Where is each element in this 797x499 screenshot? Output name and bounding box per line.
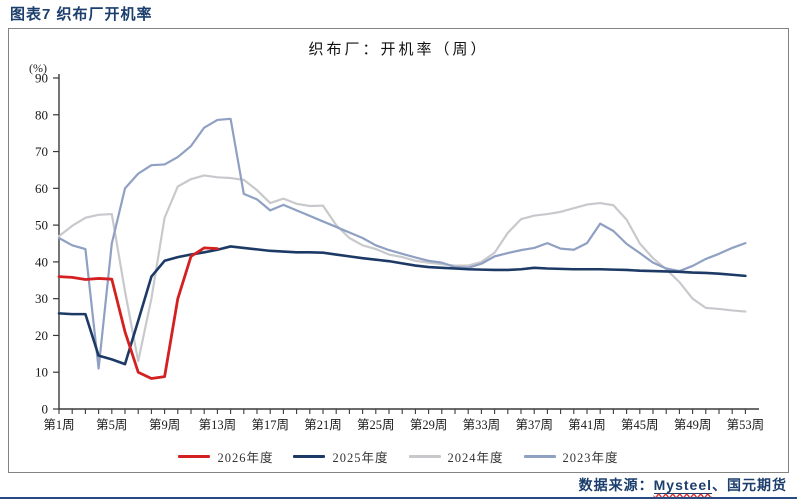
source-suffix: 、国元期货 [712, 477, 787, 493]
x-tick-label: 第37周 [515, 418, 553, 432]
y-tick-label: 0 [42, 402, 49, 417]
x-tick-label: 第49周 [674, 418, 712, 432]
legend-swatch [408, 455, 441, 458]
x-tick-label: 第45周 [621, 418, 659, 432]
source-vendor-link[interactable]: Mysteel [653, 477, 712, 494]
x-tick-label: 第5周 [96, 418, 127, 432]
legend-swatch [178, 455, 211, 458]
legend-label: 2024年度 [447, 451, 504, 465]
x-tick-label: 第25周 [357, 418, 395, 432]
y-tick-label: 80 [35, 107, 48, 122]
y-tick-label: 20 [35, 328, 48, 343]
y-tick-label: 60 [35, 181, 48, 196]
legend-label: 2025年度 [332, 451, 389, 465]
footer-divider [0, 497, 797, 499]
y-tick-label: 50 [35, 218, 48, 233]
x-tick-label: 第13周 [199, 418, 237, 432]
y-tick-label: 10 [35, 365, 48, 380]
chart-title: 织布厂：开机率（周） [308, 42, 489, 58]
series-line-2024年度 [57, 174, 747, 363]
legend-swatch [523, 455, 556, 458]
data-source: 数据来源：Mysteel、国元期货 [579, 475, 787, 495]
legend-label: 2023年度 [562, 451, 619, 465]
chart-legend: 2026年度 2025年度 2024年度 2023年度 [9, 447, 788, 466]
source-prefix: 数据来源： [578, 477, 654, 493]
x-tick-label: 第1周 [43, 418, 74, 432]
legend-label: 2026年度 [217, 451, 274, 465]
y-tick-label: 70 [35, 144, 48, 159]
y-tick-label: 30 [35, 291, 48, 306]
figure-caption: 图表7 织布厂开机率 [10, 6, 153, 23]
series-line-2026年度 [57, 246, 219, 380]
x-tick-label: 第33周 [463, 418, 501, 432]
y-axis-unit-label: (%) [29, 61, 47, 75]
y-tick-label: 40 [35, 254, 48, 269]
legend-item-2023年度: 2023年度 [523, 447, 619, 466]
x-tick-label: 第17周 [251, 418, 289, 432]
x-tick-label: 第9周 [149, 418, 180, 432]
chart-panel: 织布厂：开机率（周） (%) 0 10 20 30 40 50 60 70 80 90 第1周 第5周… [8, 28, 789, 473]
legend-item-2025年度: 2025年度 [293, 447, 388, 466]
line-chart: 0 10 20 30 40 50 60 70 80 90 第1周 第5周 第9周 第13周 第17周 第21周… [35, 71, 765, 433]
x-tick-label: 第21周 [304, 418, 342, 432]
series-line-2025年度 [57, 245, 747, 366]
legend-swatch [293, 455, 326, 458]
x-tick-label: 第29周 [410, 418, 448, 432]
legend-item-2026年度: 2026年度 [178, 447, 273, 466]
series-line-2023年度 [57, 117, 747, 370]
x-tick-label: 第53周 [727, 418, 765, 432]
x-tick-label: 第41周 [568, 418, 606, 432]
y-tick-label: 90 [35, 71, 48, 86]
legend-item-2024年度: 2024年度 [408, 447, 504, 466]
